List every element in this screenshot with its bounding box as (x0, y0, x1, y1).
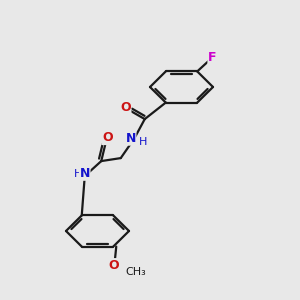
Text: H: H (74, 169, 82, 179)
Text: N: N (125, 132, 136, 145)
Text: O: O (108, 259, 119, 272)
Text: O: O (102, 131, 112, 145)
Text: F: F (208, 51, 217, 64)
Text: O: O (120, 100, 131, 114)
Text: H: H (139, 137, 147, 147)
Text: N: N (80, 167, 90, 180)
Text: CH₃: CH₃ (125, 267, 146, 277)
